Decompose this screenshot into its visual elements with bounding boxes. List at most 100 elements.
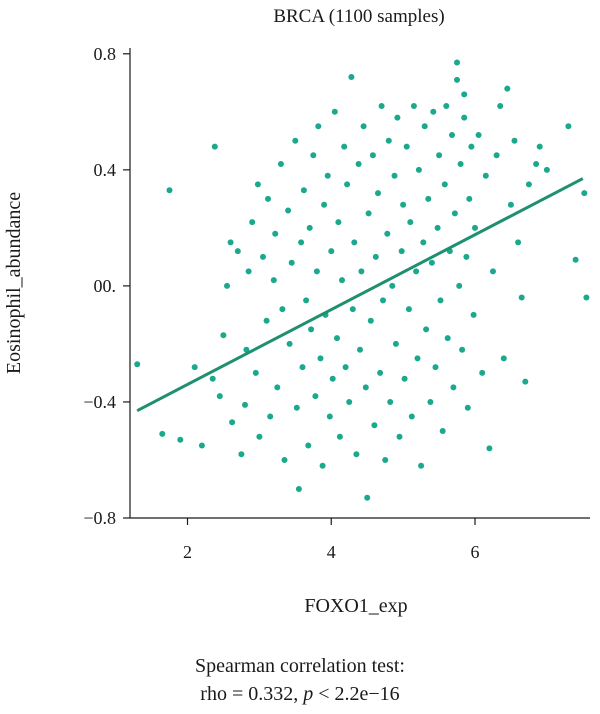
data-point-155 (572, 256, 579, 263)
data-point-130 (463, 253, 470, 260)
data-point-135 (472, 224, 478, 231)
data-point-17 (245, 268, 252, 275)
data-point-64 (344, 181, 351, 188)
data-point-42 (305, 442, 312, 449)
data-point-156 (581, 190, 588, 197)
data-point-94 (398, 248, 405, 255)
data-point-116 (437, 297, 444, 304)
data-point-50 (319, 462, 326, 469)
data-point-142 (497, 103, 504, 109)
data-point-1 (159, 430, 166, 437)
data-point-10 (224, 282, 230, 289)
data-point-98 (405, 306, 412, 313)
data-point-16 (243, 346, 250, 353)
data-point-54 (326, 413, 333, 420)
data-point-97 (403, 143, 410, 150)
data-point-83 (378, 103, 385, 109)
data-point-69 (353, 451, 360, 458)
data-point-36 (293, 404, 300, 411)
data-point-48 (315, 123, 322, 130)
data-point-107 (421, 123, 428, 130)
data-point-28 (274, 384, 281, 391)
data-point-105 (418, 462, 425, 469)
data-point-26 (270, 277, 277, 284)
data-point-11 (227, 239, 234, 246)
data-point-159 (461, 91, 468, 98)
data-point-51 (321, 201, 328, 208)
data-point-112 (430, 108, 437, 115)
data-point-73 (360, 123, 367, 130)
ticks-layer: 0.8 0.4 00. −0.4 −0.8 2 4 6 (83, 44, 479, 562)
stats-line-1: Spearman correlation test: (195, 655, 405, 677)
data-point-76 (365, 210, 372, 217)
data-point-87 (385, 137, 392, 144)
data-point-66 (348, 74, 355, 80)
data-point-157 (583, 294, 590, 301)
data-point-109 (425, 195, 432, 202)
data-point-41 (303, 297, 310, 304)
data-point-82 (377, 369, 384, 376)
data-point-2 (166, 187, 173, 194)
data-point-146 (511, 137, 518, 144)
data-point-79 (371, 422, 378, 429)
data-point-75 (364, 494, 371, 501)
regression-line (136, 177, 584, 412)
data-point-65 (346, 399, 353, 405)
data-point-120 (444, 335, 451, 342)
data-point-92 (394, 114, 401, 121)
data-point-113 (432, 364, 439, 371)
data-point-100 (408, 413, 415, 420)
data-point-95 (400, 201, 407, 208)
data-point-56 (329, 375, 336, 382)
data-point-119 (443, 103, 450, 109)
data-point-39 (299, 364, 306, 371)
data-point-128 (459, 346, 466, 353)
data-point-96 (401, 375, 408, 382)
data-point-62 (341, 143, 348, 150)
data-point-101 (410, 103, 417, 109)
data-point-85 (382, 457, 389, 463)
data-point-12 (229, 419, 236, 426)
data-point-23 (263, 317, 270, 324)
data-point-99 (407, 219, 414, 226)
data-point-38 (298, 239, 305, 246)
data-point-45 (310, 152, 317, 159)
data-point-86 (384, 230, 391, 237)
stats-line-2: rho = 0.332, p < 2.2e−16 (0, 680, 600, 708)
data-point-44 (308, 326, 315, 333)
data-point-58 (334, 335, 340, 342)
data-point-40 (300, 187, 307, 194)
y-tick-label-2: 00. (94, 276, 117, 296)
data-point-24 (265, 195, 271, 202)
stats-p-value: < 2.2e−16 (313, 683, 400, 705)
data-point-126 (456, 282, 463, 289)
data-point-129 (461, 114, 468, 121)
data-point-49 (317, 355, 324, 362)
data-point-20 (254, 181, 261, 188)
x-axis-label: FOXO1_exp (304, 595, 407, 617)
data-point-111 (428, 259, 435, 266)
data-point-143 (500, 355, 507, 362)
data-point-71 (357, 346, 363, 353)
data-point-53 (324, 172, 331, 179)
data-point-9 (220, 332, 227, 339)
data-point-138 (482, 172, 489, 179)
data-point-114 (434, 224, 441, 231)
data-point-131 (464, 404, 471, 411)
data-point-31 (281, 457, 288, 463)
data-point-133 (468, 143, 475, 150)
data-point-141 (493, 152, 500, 159)
data-point-15 (242, 401, 248, 408)
data-point-29 (277, 161, 284, 167)
data-point-21 (256, 433, 263, 440)
data-point-3 (177, 436, 184, 443)
y-tick-label-4: −0.8 (83, 508, 116, 528)
x-tick-label-1: 4 (327, 542, 336, 562)
data-point-19 (252, 369, 259, 376)
data-point-33 (286, 340, 293, 347)
y-axis-label: Eosinophil_abundance (3, 192, 25, 374)
data-point-6 (209, 375, 216, 382)
data-point-140 (490, 268, 496, 275)
data-point-122 (449, 132, 455, 138)
